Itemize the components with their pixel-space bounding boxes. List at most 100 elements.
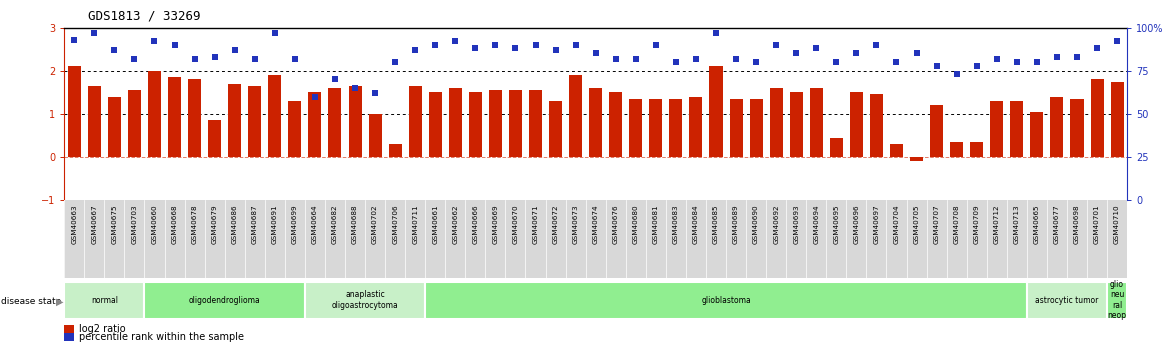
Bar — [449, 88, 461, 157]
Text: GSM40691: GSM40691 — [272, 204, 278, 244]
Text: GSM40698: GSM40698 — [1075, 204, 1080, 244]
Bar — [649, 99, 662, 157]
Text: GSM40673: GSM40673 — [572, 204, 578, 244]
Point — [526, 42, 544, 48]
Text: GSM40686: GSM40686 — [231, 204, 238, 244]
Text: GSM40667: GSM40667 — [91, 204, 97, 244]
Bar — [630, 99, 642, 157]
Point — [547, 47, 565, 53]
Point — [165, 42, 183, 48]
Text: GSM40709: GSM40709 — [974, 204, 980, 244]
Bar — [709, 66, 723, 157]
Text: GSM40676: GSM40676 — [613, 204, 619, 244]
Text: GSM40706: GSM40706 — [392, 204, 398, 244]
Bar — [1091, 79, 1104, 157]
Text: GSM40702: GSM40702 — [373, 204, 378, 244]
Point — [566, 42, 585, 48]
Text: GSM40668: GSM40668 — [172, 204, 178, 244]
FancyBboxPatch shape — [145, 282, 305, 319]
Text: GSM40710: GSM40710 — [1114, 204, 1120, 244]
Bar — [910, 157, 923, 161]
Point — [1068, 54, 1086, 60]
Point — [486, 42, 505, 48]
Text: GSM40664: GSM40664 — [312, 204, 318, 244]
Point — [285, 56, 304, 61]
Point — [326, 77, 345, 82]
FancyBboxPatch shape — [1027, 282, 1107, 319]
Text: GSM40690: GSM40690 — [753, 204, 759, 244]
Point — [606, 56, 625, 61]
Point — [847, 51, 865, 56]
Bar — [1010, 101, 1023, 157]
Text: glio
neu
ral
neop: glio neu ral neop — [1107, 280, 1127, 320]
Text: ▶: ▶ — [56, 297, 63, 307]
Text: GSM40695: GSM40695 — [833, 204, 840, 244]
Bar — [790, 92, 802, 157]
Point — [1107, 39, 1126, 44]
Bar — [610, 92, 623, 157]
Bar — [589, 88, 603, 157]
Text: GSM40683: GSM40683 — [673, 204, 679, 244]
Point — [466, 46, 485, 51]
Bar — [829, 138, 843, 157]
Bar — [208, 120, 221, 157]
Bar — [308, 92, 321, 157]
Text: astrocytic tumor: astrocytic tumor — [1035, 296, 1099, 305]
Bar — [389, 144, 402, 157]
Point — [586, 51, 605, 56]
Point — [626, 56, 645, 61]
Bar — [269, 75, 281, 157]
Text: GSM40703: GSM40703 — [132, 204, 138, 244]
Point — [827, 59, 846, 65]
Point — [927, 63, 946, 68]
Text: GSM40696: GSM40696 — [854, 204, 860, 244]
Bar — [689, 97, 702, 157]
Point — [65, 37, 84, 42]
Bar — [1030, 112, 1043, 157]
Text: GSM40682: GSM40682 — [332, 204, 338, 244]
Bar — [328, 88, 341, 157]
Text: GSM40660: GSM40660 — [152, 204, 158, 244]
Text: GSM40687: GSM40687 — [252, 204, 258, 244]
Bar — [168, 77, 181, 157]
Point — [245, 56, 264, 61]
Text: GSM40688: GSM40688 — [352, 204, 359, 244]
Text: GSM40689: GSM40689 — [734, 204, 739, 244]
Text: GSM40701: GSM40701 — [1094, 204, 1100, 244]
Bar — [88, 86, 100, 157]
Bar — [529, 90, 542, 157]
Bar — [990, 101, 1003, 157]
Bar — [369, 114, 382, 157]
Text: GSM40685: GSM40685 — [712, 204, 719, 244]
Bar — [107, 97, 121, 157]
Text: GSM40692: GSM40692 — [773, 204, 779, 244]
Bar — [950, 142, 964, 157]
Text: percentile rank within the sample: percentile rank within the sample — [79, 332, 244, 342]
Bar — [809, 88, 822, 157]
Text: GSM40705: GSM40705 — [913, 204, 919, 244]
Point — [867, 42, 885, 48]
Point — [506, 46, 524, 51]
Bar — [288, 101, 301, 157]
Text: GSM40678: GSM40678 — [192, 204, 197, 244]
Point — [105, 47, 124, 53]
Text: log2 ratio: log2 ratio — [79, 324, 126, 334]
Text: GSM40674: GSM40674 — [592, 204, 599, 244]
Bar — [1070, 99, 1084, 157]
Text: GSM40675: GSM40675 — [111, 204, 117, 244]
Point — [366, 90, 384, 96]
Point — [426, 42, 445, 48]
Text: anaplastic
oligoastrocytoma: anaplastic oligoastrocytoma — [332, 290, 398, 310]
Point — [405, 47, 424, 53]
Bar — [128, 90, 141, 157]
Text: GSM40662: GSM40662 — [452, 204, 458, 244]
Bar — [148, 71, 161, 157]
Point — [746, 59, 765, 65]
Point — [888, 59, 906, 65]
Bar — [549, 101, 562, 157]
Point — [947, 71, 966, 77]
Bar — [489, 90, 502, 157]
Text: GSM40684: GSM40684 — [693, 204, 698, 244]
Text: GSM40693: GSM40693 — [793, 204, 799, 244]
Text: GSM40707: GSM40707 — [933, 204, 939, 244]
